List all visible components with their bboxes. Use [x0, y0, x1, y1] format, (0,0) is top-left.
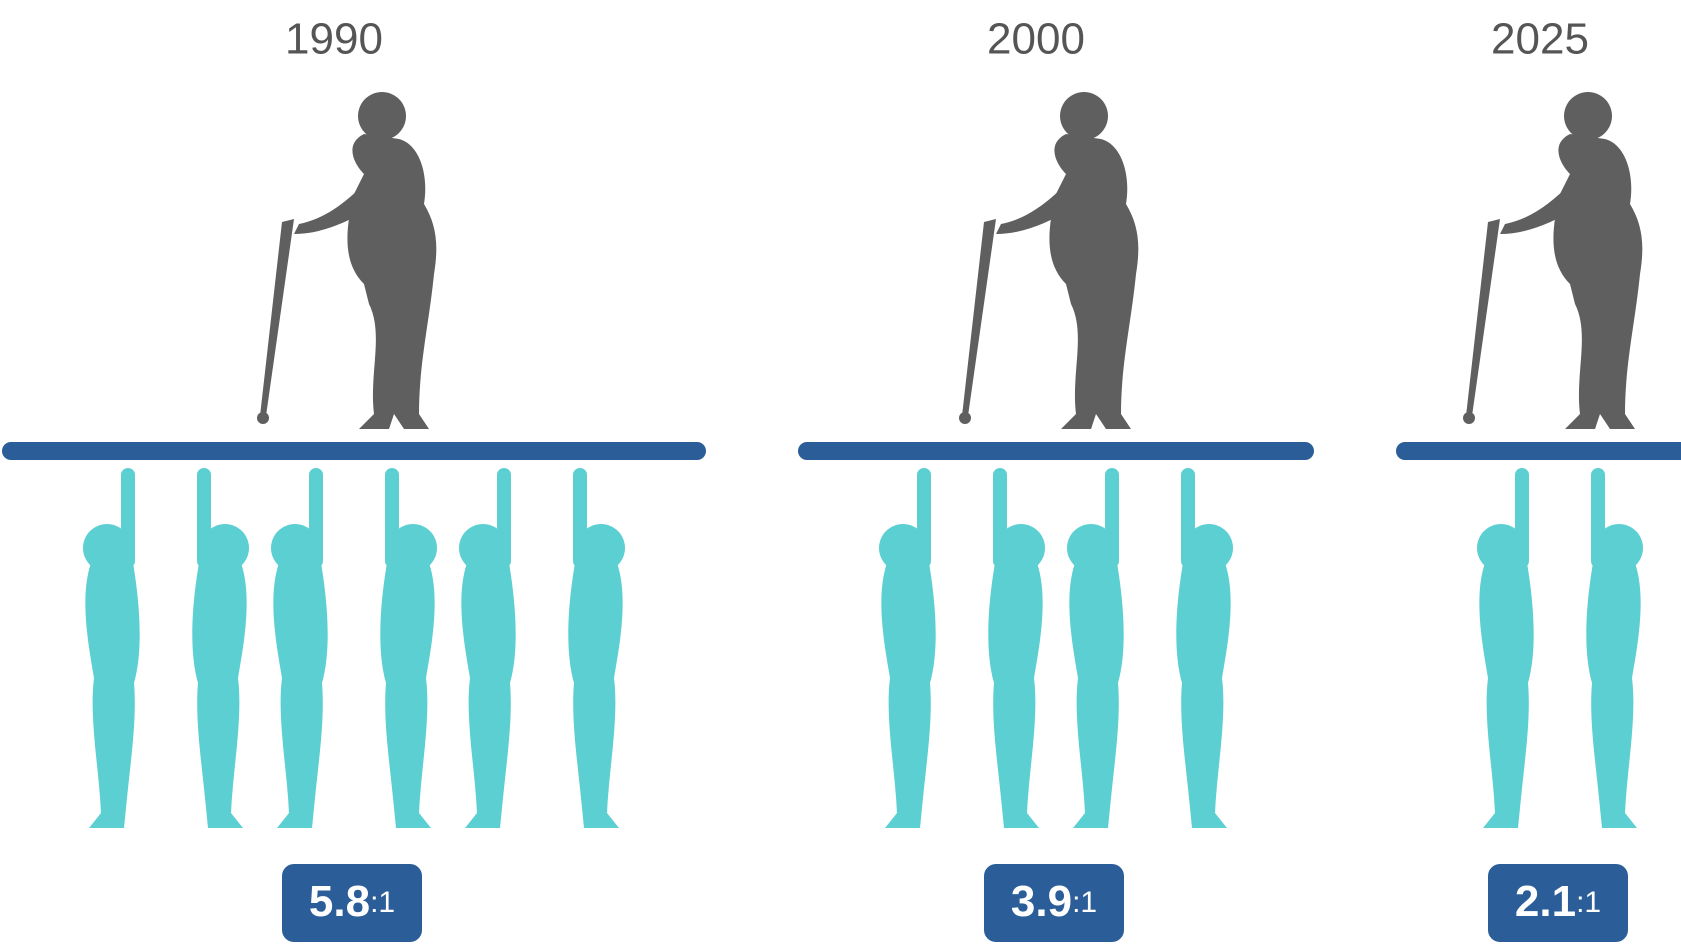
young-figure: [568, 468, 625, 828]
ratio-suffix: :1: [1576, 886, 1601, 919]
ratio-suffix: :1: [1072, 886, 1097, 919]
young-figure: [1176, 468, 1233, 828]
ratio-box: [1488, 864, 1628, 942]
year-label: 2000: [987, 15, 1085, 64]
ratio-box: [984, 864, 1124, 942]
year-label: 1990: [285, 15, 383, 64]
elderly-figure: [257, 92, 437, 429]
ratio-suffix: :1: [370, 886, 395, 919]
platform: [798, 442, 1314, 460]
platform: [2, 442, 706, 460]
panel: 1990 5.8:1: [2, 15, 706, 942]
young-figure: [988, 468, 1045, 828]
platform: [1396, 442, 1681, 460]
young-figure: [192, 468, 249, 828]
young-figure: [1586, 468, 1643, 828]
young-figure: [1067, 468, 1124, 828]
young-figure: [271, 468, 328, 828]
elderly-figure: [959, 92, 1139, 429]
ratio-label: 2.1:1: [1515, 877, 1601, 926]
young-figure: [1477, 468, 1534, 828]
support-figures: [879, 468, 1233, 828]
panel: 2000 3.9:1: [798, 15, 1314, 942]
ratio-value: 2.1: [1515, 877, 1576, 926]
support-figures: [83, 468, 625, 828]
ratio-value: 3.9: [1011, 877, 1072, 926]
year-label: 2025: [1491, 15, 1589, 64]
ratio-value: 5.8: [309, 877, 370, 926]
young-figure: [879, 468, 936, 828]
panel: 2025 2.1:1: [1396, 15, 1681, 942]
young-figure: [83, 468, 140, 828]
ratio-label: 3.9:1: [1011, 877, 1097, 926]
young-figure: [459, 468, 516, 828]
young-figure: [380, 468, 437, 828]
ratio-box: [282, 864, 422, 942]
ratio-label: 5.8:1: [309, 877, 395, 926]
elderly-figure: [1463, 92, 1643, 429]
support-figures: [1477, 468, 1643, 828]
